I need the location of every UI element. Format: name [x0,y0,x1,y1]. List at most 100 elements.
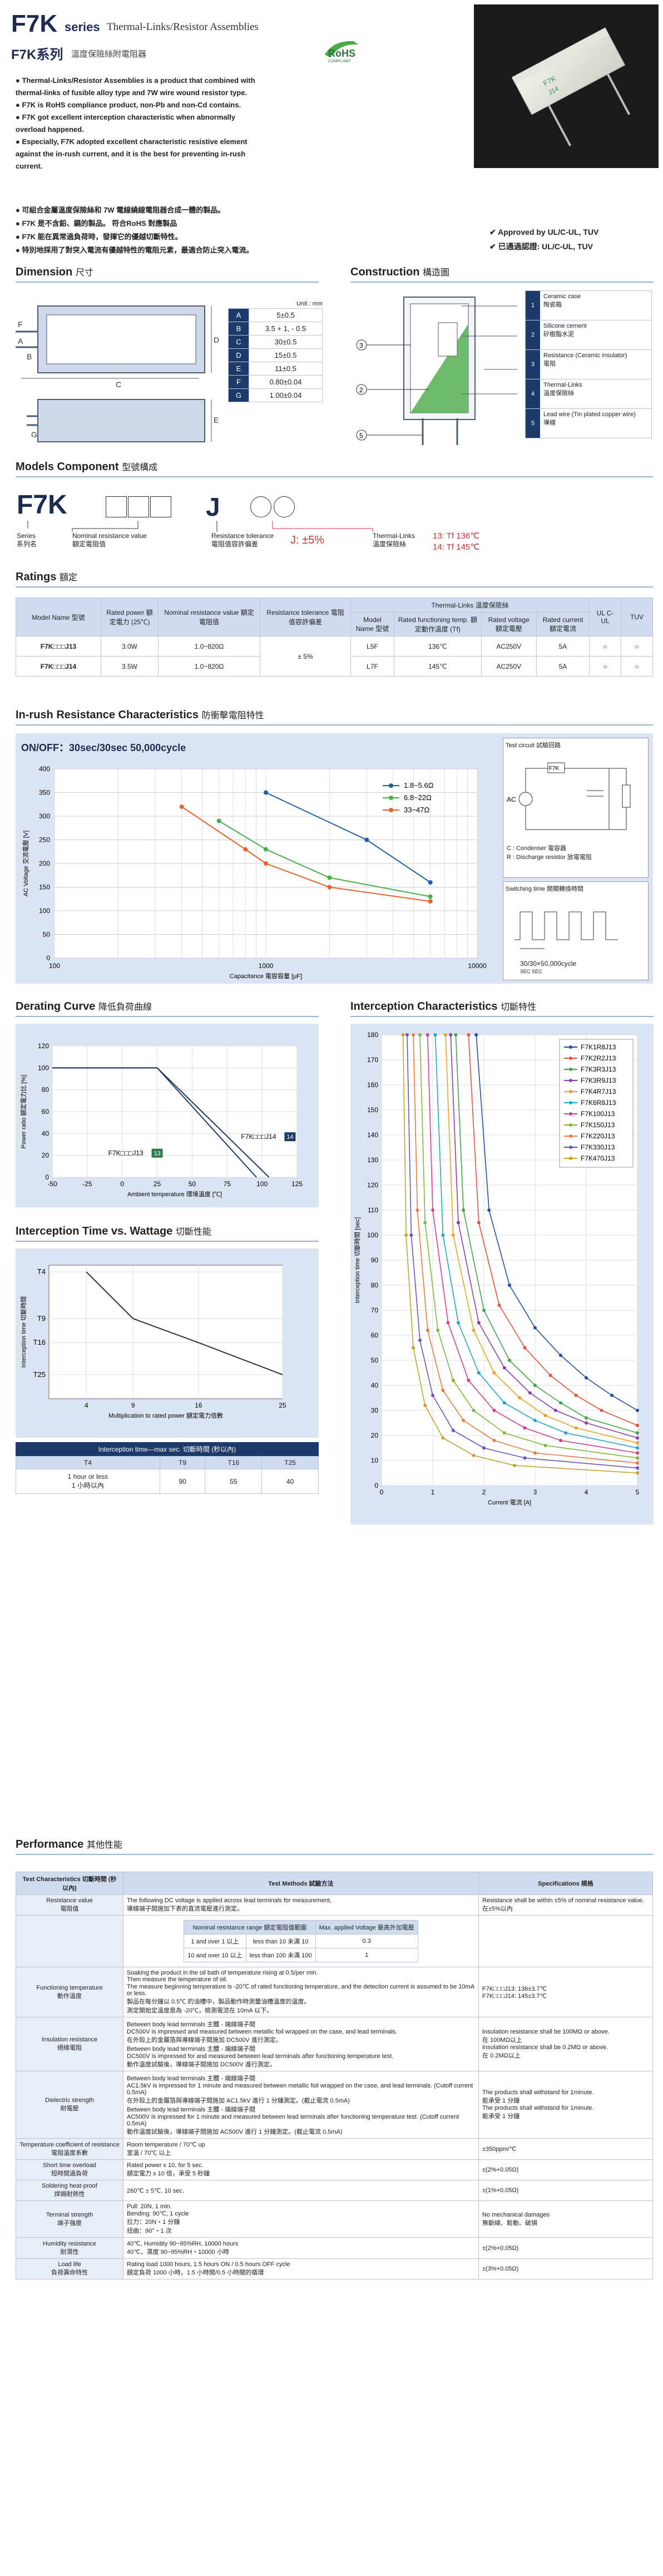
intro-zh-bullet: ● 可組合金屬溫度保險絲和 7W 電線繞線電阻器合成一體的製品。 [16,206,225,214]
approval-zh: ✔ 已通過認證: UL/C-UL, TUV [489,242,593,251]
legend-marker [569,1123,572,1127]
x-tick-label: 4 [585,1488,588,1496]
data-point [523,1456,527,1460]
data-point [431,1208,434,1212]
legend-marker [569,1090,572,1093]
svg-text:3: 3 [359,342,363,349]
data-point [327,875,332,880]
series-name: Thermal-Links/Resistor Assemblies [107,21,259,33]
series-line [402,1034,638,1474]
inrush-subtitle: ON/OFF：30sec/30sec 50,000cycle [21,742,186,753]
legend-marker [569,1079,572,1082]
legend-label: F7K100J13 [581,1110,615,1118]
data-point [636,1466,639,1470]
data-point [559,1401,562,1405]
legend-marker [569,1112,572,1116]
product-header: F7K series Thermal-Links/Resistor Assemb… [11,10,456,66]
legend-marker [389,783,393,788]
data-point [428,899,433,904]
data-point [418,1339,422,1342]
y-tick-label: T16 [33,1338,46,1346]
legend-label: 1.8~5.6Ω [404,781,434,789]
unit-label: Unit : mm [296,300,323,307]
construction-row: 1 Ceramic case 陶瓷箱 [525,290,652,320]
y-tick-label: 0 [374,1482,378,1489]
svg-text:A: A [18,337,23,346]
itime-h: T25 [261,1456,319,1469]
data-point [451,1233,455,1237]
rohs-text: RoHS [328,48,355,59]
divider [16,724,653,726]
data-point [482,1309,486,1312]
construction-row: 2 Silicone cement 矽樹脂水泥 [525,320,652,350]
thermal-links-caption: Thermal-Links 溫度保險絲 [373,532,415,548]
tolerance-value: J: ±5% [290,534,324,546]
data-point [585,1421,588,1425]
data-point [327,885,332,890]
dimension-row: D 15±0.5 [228,348,323,362]
intro-bullet: ● Thermal-Links/Resistor Assemblies is a… [16,76,255,97]
data-point [179,805,184,809]
switching-cycle: 30/30×50,000cycle [520,960,577,968]
table-row: Humidity resistance 耐濕性 40℃, Humidity 90~… [16,2237,653,2259]
dimension-row: A 5±0.5 [228,308,323,322]
intro-zh-bullet: ● F7K 能在異常過負荷時，發揮它的優越切斷特性。 [16,233,182,241]
legend-label: F7K220J13 [581,1132,615,1140]
data-point [454,1033,458,1037]
performance-table: Test Characteristics 切斷時間 (秒以內) Test Met… [16,1872,653,2279]
data-point [559,1354,562,1357]
interception-title: Interception Characteristics 切斷特性 [350,1000,537,1013]
series-caption: Series 系列名 [17,532,37,548]
switching-box: Switching time 開關轉換時間 30/30×50,000cycle … [503,881,649,980]
series-label: F7K□□□J14 [241,1133,276,1141]
y-tick-label: 170 [367,1056,378,1064]
legend-label: F7K6R8J13 [581,1099,616,1107]
derating-title: Derating Curve 降低負荷曲線 [16,1000,152,1013]
data-point [574,1394,578,1397]
itime-h: T16 [205,1456,263,1469]
data-point [636,1409,639,1412]
itime-table-wrap: Interception time—max sec. 切斷時間 (秒以內) T4… [16,1442,319,1494]
col-resist: Nominal resistance value 額定電阻值 [158,598,260,636]
legend-label: F7K150J13 [581,1121,615,1129]
y-tick-label: 120 [38,1042,49,1050]
dimension-drawing: F A B C D G E [16,289,221,445]
table-row: 1 hour or less 1 小時以內 90 55 40 [16,1469,319,1494]
series-line [52,1067,270,1178]
data-point [636,1431,639,1435]
data-point [636,1451,639,1455]
data-point [431,1394,434,1397]
dimension-row: G 1.00±0.04 [228,388,323,402]
data-point [428,880,433,885]
itime-chart: T4 T9 T16 T25 4 9 16 25 Multiplication to rated … [20,1265,286,1419]
x-tick-label: 25 [154,1180,161,1188]
ratings-title: Ratings 額定 [16,571,77,583]
legend-label: F7K3R3J13 [581,1065,616,1073]
x-tick-label: 4 [85,1401,88,1409]
test-circuit-box: Test circuit 試驗回路 AC F7K C : Condenser 電… [503,738,649,878]
x-tick-label: 16 [195,1401,202,1409]
y-tick-label: 100 [39,907,50,915]
y-tick-label: 350 [39,789,50,797]
data-point [492,1409,496,1412]
x-tick-label: -25 [82,1180,92,1188]
data-point [264,847,268,852]
y-tick-label: 20 [42,1152,50,1159]
data-point [472,1409,476,1412]
y-tick-label: 70 [371,1306,379,1314]
code-box [106,496,127,517]
legend-marker [569,1068,572,1071]
series-line [455,1034,638,1434]
y-tick-label: 40 [42,1129,50,1137]
perf-h-char: Test Characteristics 切斷時間 (秒以內) [16,1872,123,1895]
data-point [492,1439,496,1442]
legend-marker [569,1101,572,1104]
c-note: C : Condenser 電容器 [507,845,566,852]
dimension-row: B 3.5 + 1, - 0.5 [228,322,323,335]
x-tick-label: 125 [291,1180,303,1188]
data-point [585,1416,588,1420]
x-tick-label: 0 [380,1488,384,1496]
data-point [553,1409,557,1412]
y-tick-label: 30 [371,1407,379,1414]
series-tag-box [151,1148,163,1158]
